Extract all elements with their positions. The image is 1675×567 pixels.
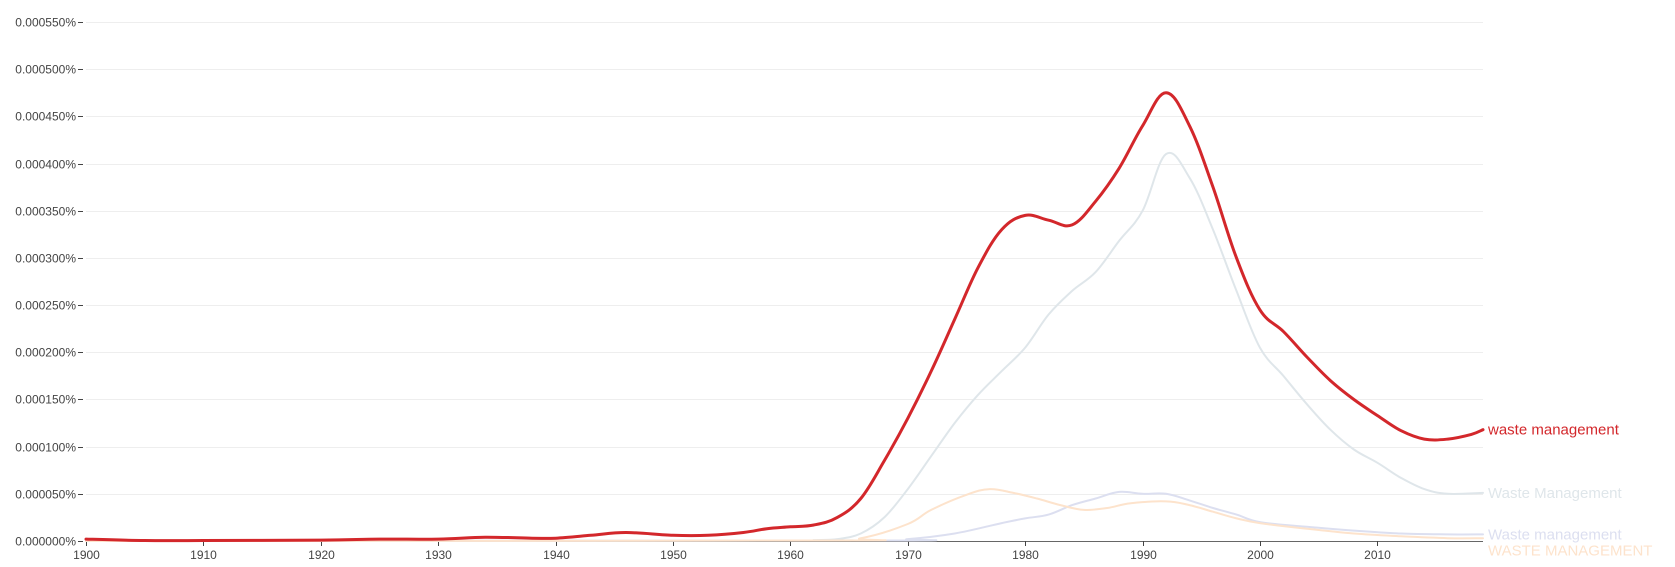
x-tick-label: 2000 <box>1247 548 1274 562</box>
y-tick-label: 0.000100% <box>15 441 76 455</box>
x-tick-label: 1940 <box>543 548 570 562</box>
x-tick-label: 2010 <box>1364 548 1391 562</box>
x-tick-label: 1950 <box>660 548 687 562</box>
y-tick-label: 0.000250% <box>15 299 76 313</box>
grid-lines <box>86 22 1483 495</box>
x-tick-label: 1930 <box>425 548 452 562</box>
series-label[interactable]: waste management <box>1487 422 1620 439</box>
y-tick-label: 0.000550% <box>15 16 76 30</box>
y-tick-label: 0.000000% <box>15 535 76 549</box>
y-tick-label: 0.000350% <box>15 205 76 219</box>
y-axis: 0.000000% 0.000050% 0.000100% 0.000150% 0.00… <box>15 16 83 549</box>
y-tick-label: 0.000200% <box>15 346 76 360</box>
y-tick-label: 0.000500% <box>15 63 76 77</box>
series-labels[interactable]: waste management Waste Management Waste ma… <box>1487 422 1652 560</box>
series-line-waste-management-upper[interactable] <box>85 488 1484 542</box>
y-tick-label: 0.000400% <box>15 158 76 172</box>
x-tick-label: 1990 <box>1130 548 1157 562</box>
series-label[interactable]: WASTE MANAGEMENT <box>1488 542 1652 559</box>
x-tick-label: 1900 <box>73 548 100 562</box>
x-tick-label: 1910 <box>190 548 217 562</box>
x-axis: 1900 1910 1920 1930 1940 1950 1960 1970 1980 1990… <box>73 541 1483 562</box>
y-tick-label: 0.000300% <box>15 252 76 266</box>
x-tick-label: 1980 <box>1012 548 1039 562</box>
y-tick-label: 0.000150% <box>15 393 76 407</box>
series-label[interactable]: Waste management <box>1488 526 1623 543</box>
series-lines[interactable] <box>84 91 1485 543</box>
x-tick-label: 1920 <box>308 548 335 562</box>
series-line-waste-management[interactable] <box>84 91 1485 543</box>
x-tick-label: 1970 <box>895 548 922 562</box>
x-tick-label: 1960 <box>777 548 804 562</box>
series-line-waste-management-cap[interactable] <box>85 490 1484 542</box>
y-tick-label: 0.000450% <box>15 110 76 124</box>
y-tick-label: 0.000050% <box>15 488 76 502</box>
series-label[interactable]: Waste Management <box>1488 485 1623 502</box>
